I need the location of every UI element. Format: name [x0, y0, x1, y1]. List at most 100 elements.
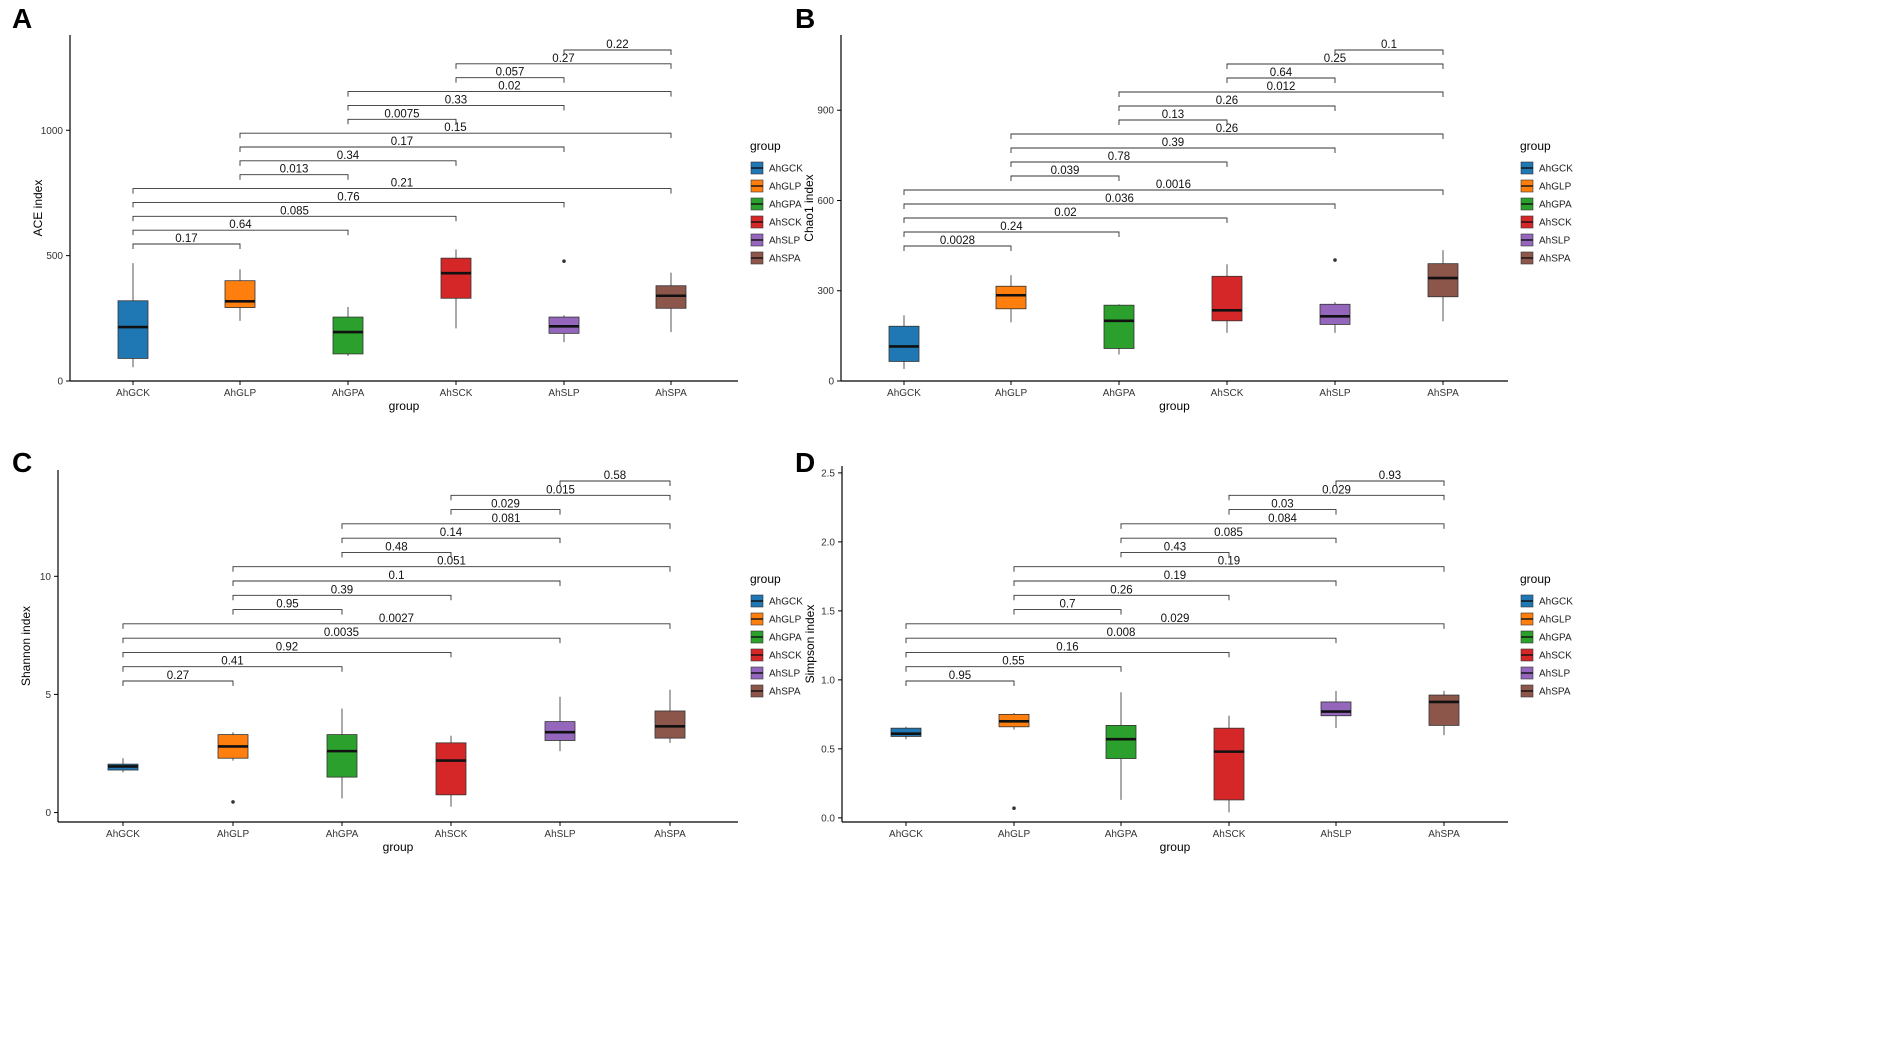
box-AhGLP: [995, 275, 1027, 323]
y-tick-label: 1.5: [821, 606, 835, 617]
legend-item-AhGPA: AhGPA: [1520, 197, 1572, 211]
sig-bracket-AhGLP-AhSLP: 0.39: [1010, 137, 1336, 153]
sig-bracket-AhGCK-AhSLP: 0.036: [903, 193, 1336, 209]
x-tick-label: AhGCK: [106, 829, 140, 840]
box-AhGPA: [1105, 692, 1137, 800]
panel-letter: D: [795, 447, 815, 478]
x-tick-label: AhGPA: [1103, 388, 1136, 399]
x-axis-title: group: [1160, 840, 1191, 854]
bracket-line: [1118, 91, 1444, 97]
p-value-label: 0.012: [1267, 81, 1296, 93]
bracket-line: [1334, 49, 1444, 55]
legend: group AhGCK AhGLP AhGPA AhSCK AhSLP AhSPA: [750, 572, 803, 698]
bracket-line: [1120, 551, 1230, 558]
bracket-line: [903, 231, 1120, 237]
box-body: [1105, 725, 1137, 759]
y-tick-label: 10: [40, 572, 52, 583]
legend-item-AhSCK: AhSCK: [1520, 648, 1572, 662]
legend-title: group: [1520, 139, 1551, 153]
p-value-label: 0.48: [385, 541, 407, 553]
x-axis-title: group: [1159, 399, 1190, 413]
p-value-label: 0.03: [1271, 499, 1293, 511]
legend-label: AhSCK: [769, 651, 802, 662]
x-tick-label: AhGPA: [1105, 829, 1138, 840]
y-tick-label: 0: [57, 377, 63, 388]
p-value-label: 0.008: [1107, 627, 1136, 639]
sig-bracket-AhGCK-AhGPA: 0.24: [903, 221, 1120, 237]
sig-bracket-AhGCK-AhGPA: 0.64: [132, 219, 349, 236]
sig-bracket-AhSLP-AhSPA: 0.22: [563, 39, 672, 55]
p-value-label: 0.22: [606, 39, 628, 51]
legend: group AhGCK AhGLP AhGPA AhSCK AhSLP AhSPA: [750, 139, 803, 265]
y-axis-title: ACE index: [31, 180, 45, 237]
sig-bracket-AhGLP-AhSLP: 0.19: [1013, 570, 1337, 586]
bracket-line: [341, 537, 561, 544]
box-body: [224, 280, 256, 308]
legend-item-AhGLP: AhGLP: [1520, 612, 1572, 626]
bracket-line: [1120, 537, 1337, 544]
bracket-line: [1010, 147, 1336, 153]
legend-item-AhSLP: AhSLP: [1520, 233, 1570, 247]
sig-bracket-AhGCK-AhSLP: 0.008: [905, 627, 1337, 644]
bracket-line: [132, 188, 672, 194]
legend-label: AhSLP: [1539, 669, 1570, 680]
box-body: [1320, 701, 1352, 717]
legend-label: AhGLP: [769, 615, 802, 626]
bracket-line: [455, 77, 565, 83]
legend-item-AhGPA: AhGPA: [750, 197, 802, 211]
bracket-line: [563, 49, 672, 55]
p-value-label: 0.085: [1214, 527, 1243, 539]
sig-bracket-AhSLP-AhSPA: 0.58: [559, 470, 671, 486]
legend-label: AhSPA: [1539, 687, 1571, 698]
x-tick-label: AhGLP: [998, 829, 1031, 840]
box-body: [117, 300, 149, 359]
legend-label: AhSPA: [1539, 254, 1571, 265]
box-body: [1211, 275, 1243, 322]
sig-bracket-AhGLP-AhSLP: 0.17: [239, 136, 565, 152]
legend-title: group: [1520, 572, 1551, 586]
sig-bracket-AhGCK-AhGLP: 0.27: [122, 670, 234, 686]
p-value-label: 0.27: [167, 670, 189, 682]
sig-bracket-AhGLP-AhGPA: 0.013: [239, 164, 349, 180]
box-AhSCK: [1211, 264, 1243, 333]
legend-label: AhGPA: [769, 200, 802, 211]
x-tick-label: AhSCK: [440, 388, 473, 399]
p-value-label: 0.76: [337, 191, 359, 203]
x-tick-label: AhSLP: [548, 388, 579, 399]
box-AhGCK: [888, 315, 920, 369]
sig-bracket-AhGPA-AhSPA: 0.084: [1120, 513, 1445, 529]
x-tick-label: AhSLP: [544, 829, 575, 840]
p-value-label: 0.0016: [1156, 179, 1191, 191]
x-tick-label: AhGCK: [889, 829, 923, 840]
sig-bracket-AhSLP-AhSPA: 0.1: [1334, 39, 1444, 55]
bracket-line: [341, 523, 671, 529]
p-value-label: 0.34: [337, 150, 360, 162]
legend-item-AhSPA: AhSPA: [1520, 251, 1571, 265]
p-value-label: 0.19: [1164, 570, 1186, 582]
bracket-line: [122, 623, 671, 629]
bracket-line: [122, 666, 343, 672]
sig-bracket-AhGCK-AhGLP: 0.17: [132, 233, 241, 249]
y-tick-label: 2.5: [821, 468, 835, 479]
box-body: [890, 727, 922, 737]
outlier-point: [231, 800, 235, 804]
p-value-label: 0.43: [1164, 541, 1186, 553]
bracket-line: [1120, 523, 1445, 529]
bracket-line: [905, 637, 1337, 644]
bracket-line: [455, 63, 672, 69]
sig-bracket-AhGPA-AhSCK: 0.43: [1120, 541, 1230, 558]
p-value-label: 0.7: [1060, 599, 1076, 611]
y-tick-label: 1.0: [821, 675, 835, 686]
legend-title: group: [750, 139, 781, 153]
x-tick-label: AhGLP: [995, 388, 1028, 399]
box-AhGLP: [998, 712, 1030, 811]
y-tick-label: 900: [817, 106, 834, 117]
legend-item-AhSPA: AhSPA: [750, 684, 801, 698]
sig-bracket-AhGCK-AhSLP: 0.0035: [122, 627, 561, 644]
box-AhSLP: [1320, 690, 1352, 729]
sig-bracket-AhGCK-AhSPA: 0.0027: [122, 613, 671, 629]
p-value-label: 0.013: [280, 164, 309, 176]
legend-item-AhGCK: AhGCK: [750, 161, 803, 175]
x-tick-label: AhSCK: [435, 829, 468, 840]
legend-item-AhSPA: AhSPA: [750, 251, 801, 265]
